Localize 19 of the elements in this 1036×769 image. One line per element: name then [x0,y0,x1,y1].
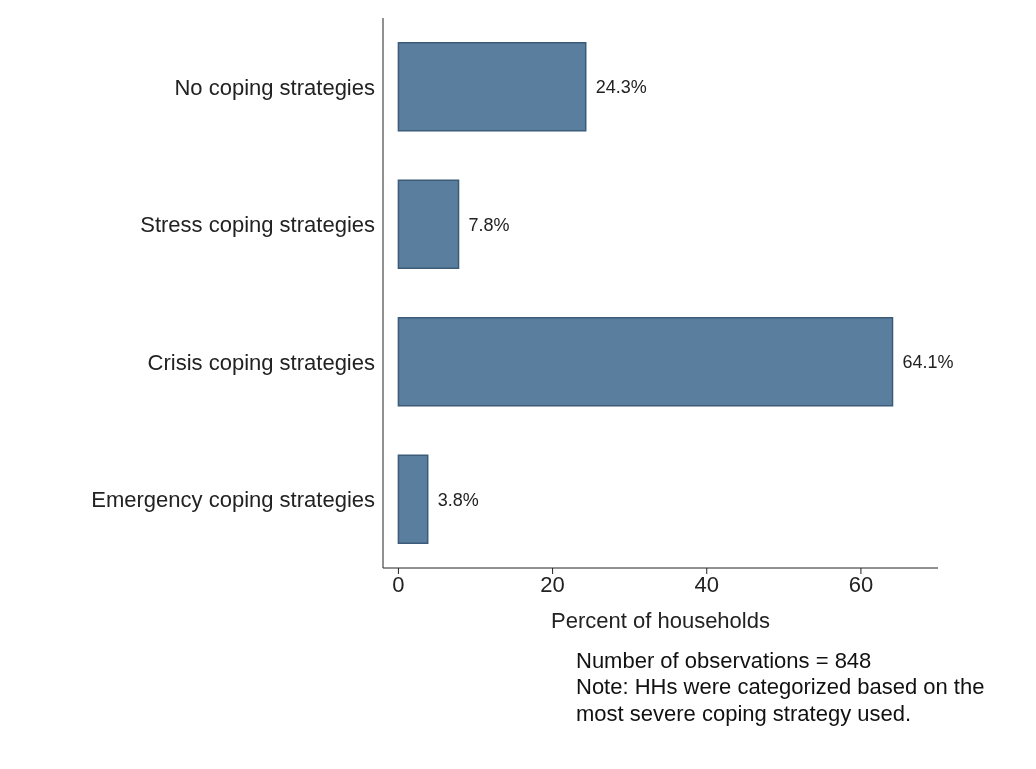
y-tick-label: Emergency coping strategies [91,487,375,513]
y-tick-label: Stress coping strategies [140,212,375,238]
x-axis-title: Percent of households [551,608,770,633]
data-label: 3.8% [437,489,479,510]
text: Number of observations = 848 [576,648,873,675]
bar [397,317,894,407]
bar [397,454,429,544]
bar [397,42,587,132]
x-tick-label: 0 [392,571,405,597]
data-label: 64.1% [902,352,954,373]
text: Note: HHs were categorized based on the most severe coping strategy used. [576,674,986,728]
y-tick-label: No coping strategies [174,74,375,100]
x-tick-label: 20 [540,571,565,597]
x-tick-label: 60 [848,571,874,597]
bar [397,179,460,269]
data-label: 24.3% [595,77,647,98]
y-tick-label: Crisis coping strategies [147,349,375,375]
data-label: 7.8% [468,214,510,235]
x-tick-label: 40 [694,571,719,597]
